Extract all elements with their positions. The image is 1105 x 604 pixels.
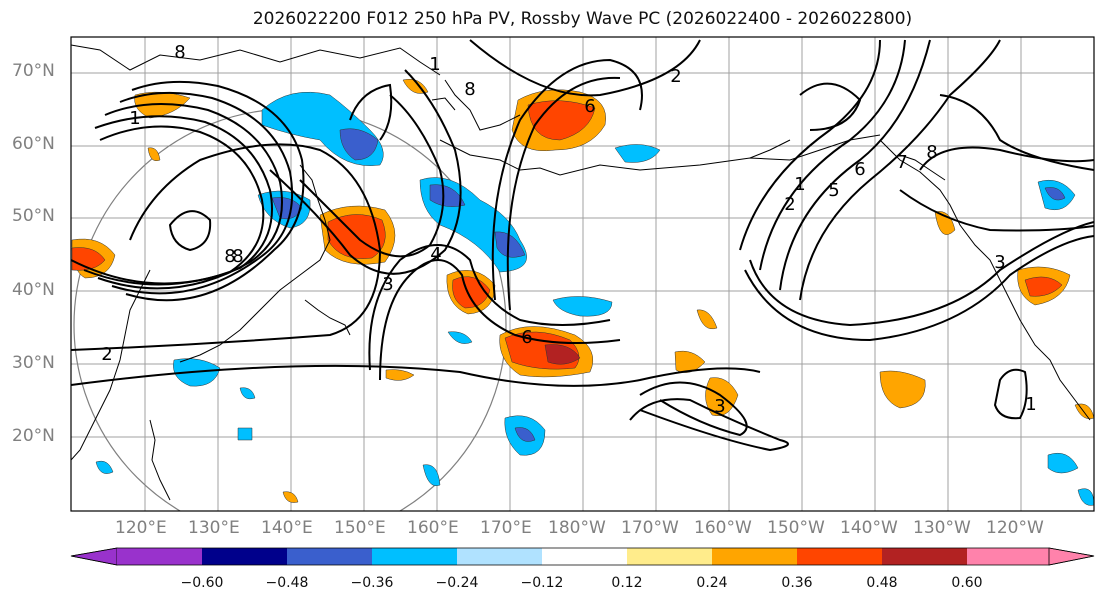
negative-anomaly	[339, 128, 379, 161]
positive-anomaly	[527, 100, 596, 141]
contour-label: 6	[584, 96, 595, 117]
positive-anomaly	[147, 147, 161, 161]
colorbar-segment	[1048, 547, 1095, 566]
positive-anomaly	[879, 370, 926, 409]
positive-anomaly	[934, 211, 956, 235]
negative-anomaly	[1077, 488, 1094, 506]
colorbar-tick: 0.12	[611, 575, 643, 591]
contour-label: 2	[101, 344, 112, 365]
colorbar-segment	[627, 548, 712, 565]
contour-label: 8	[232, 246, 243, 267]
colorbar-segment	[457, 548, 542, 565]
contour-label: 8	[224, 246, 235, 267]
negative-anomaly	[494, 231, 526, 258]
colorbar-segment	[967, 548, 1049, 565]
map-title: 2026022200 F012 250 hPa PV, Rossby Wave …	[252, 9, 913, 29]
contour-label: 8	[926, 142, 937, 163]
graticule	[71, 37, 1094, 511]
positive-anomaly	[1024, 276, 1063, 297]
coastlines	[71, 44, 1091, 501]
map-frame	[70, 36, 1095, 512]
colorbar-tick: −0.60	[180, 575, 224, 591]
colorbar-segment	[202, 548, 287, 565]
lat-label: 40°N	[12, 280, 55, 300]
contour-label: 6	[521, 327, 532, 348]
negative-anomaly	[514, 427, 536, 442]
colorbar-tick: −0.36	[350, 575, 394, 591]
colorbar-segment	[117, 548, 202, 565]
lon-label: 170°W	[621, 518, 679, 538]
contour-label: 8	[174, 42, 185, 63]
contour-labels: 8 1 8 2 1 8 6 1 2 5 6 7 8 8 3 4 6 2 3 1 …	[101, 42, 1036, 417]
contour-label: 1	[129, 108, 140, 129]
negative-anomaly	[239, 387, 256, 400]
colorbar-segment	[287, 548, 372, 565]
lon-label: 140°W	[840, 518, 898, 538]
lon-label: 120°W	[986, 518, 1044, 538]
colorbar-tick: −0.48	[265, 575, 309, 591]
contour-label: 7	[896, 152, 907, 173]
colorbar-tick: −0.24	[435, 575, 479, 591]
lat-label: 30°N	[12, 353, 55, 373]
negative-anomaly	[447, 331, 473, 344]
colorbar-segment	[712, 548, 797, 565]
contour-label: 2	[670, 66, 681, 87]
positive-anomaly	[1074, 403, 1094, 419]
negative-anomaly	[237, 427, 253, 441]
negative-anomaly	[614, 144, 661, 163]
colorbar-segment	[372, 548, 457, 565]
lon-label: 120°E	[115, 518, 167, 538]
lon-label: 130°E	[188, 518, 240, 538]
contour-label: 2	[784, 194, 795, 215]
positive-anomaly	[696, 309, 718, 330]
colorbar-tick: 0.48	[866, 575, 898, 591]
lon-label: 130°W	[913, 518, 971, 538]
positive-anomaly	[385, 369, 415, 381]
colorbar-segment	[542, 548, 627, 565]
colorbar-tick: 0.24	[696, 575, 728, 591]
lon-label: 160°E	[407, 518, 459, 538]
lon-label: 170°E	[480, 518, 532, 538]
contour-label: 1	[429, 54, 440, 75]
colorbar-segment	[70, 547, 118, 566]
colorbar-tick: 0.36	[781, 575, 813, 591]
negative-anomaly	[1044, 187, 1066, 201]
contour-label: 5	[828, 180, 839, 201]
contour-label: 3	[994, 252, 1005, 273]
colorbar-tick: 0.60	[951, 575, 983, 591]
lon-label: 160°W	[694, 518, 752, 538]
lon-label: 150°W	[767, 518, 825, 538]
positive-anomaly	[544, 344, 581, 365]
lat-label: 50°N	[12, 206, 55, 226]
map-plot-area	[71, 37, 1094, 511]
negative-anomaly	[1047, 452, 1079, 474]
negative-anomaly	[429, 184, 466, 207]
colorbar	[70, 547, 1095, 566]
negative-anomaly	[95, 460, 114, 474]
lon-label: 150°E	[334, 518, 386, 538]
contour-label: 3	[714, 396, 725, 417]
positive-anomaly	[282, 491, 299, 503]
contour-label: 1	[794, 174, 805, 195]
contour-label: 3	[382, 274, 393, 295]
contour-label: 4	[430, 244, 441, 265]
contour-label: 8	[464, 79, 475, 100]
colorbar-segment	[882, 548, 967, 565]
pv-contours	[71, 39, 1094, 452]
negative-anomaly	[422, 464, 441, 487]
lat-label: 70°N	[12, 61, 55, 81]
negative-anomaly	[552, 296, 613, 317]
lon-label: 140°E	[261, 518, 313, 538]
lat-label: 60°N	[12, 134, 55, 154]
lat-label: 20°N	[12, 426, 55, 446]
colorbar-outline	[70, 547, 1095, 566]
negative-anomaly	[271, 197, 303, 220]
colorbar-segment	[797, 548, 882, 565]
lon-label: 180°W	[548, 518, 606, 538]
contour-label: 6	[854, 159, 865, 180]
contour-label: 1	[1025, 394, 1036, 415]
colorbar-tick: −0.12	[520, 575, 564, 591]
